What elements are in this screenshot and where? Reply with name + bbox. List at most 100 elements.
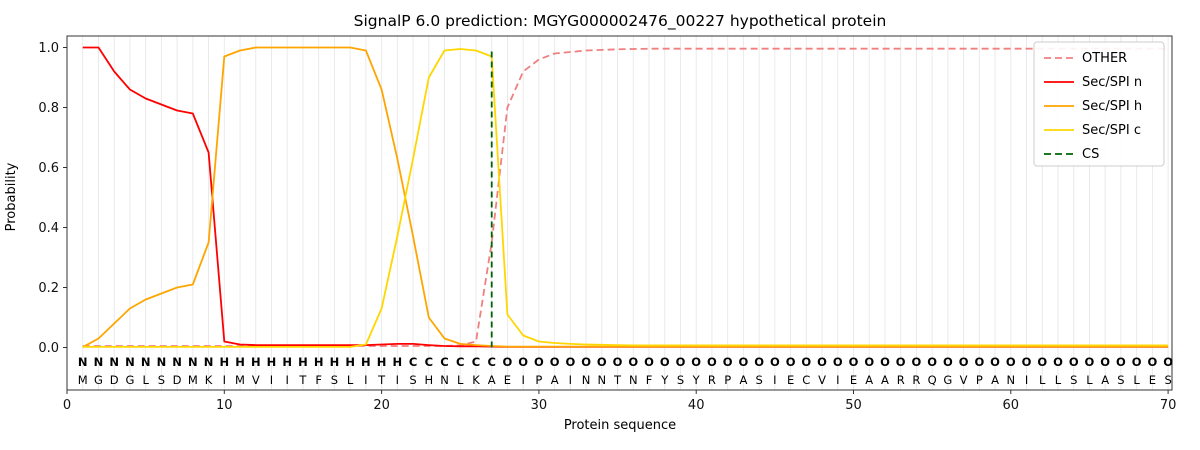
legend-label-cs: CS bbox=[1082, 147, 1099, 162]
region-letter: O bbox=[864, 355, 874, 369]
sequence-letter: I bbox=[521, 373, 524, 387]
region-letter: O bbox=[660, 355, 670, 369]
sequence-letter: I bbox=[223, 373, 226, 387]
series-line-sec-spi-c bbox=[82, 48, 1169, 348]
legend-label-sec-spi-n: Sec/SPI n bbox=[1082, 75, 1142, 90]
sequence-letter: Q bbox=[928, 373, 937, 387]
region-letter: H bbox=[345, 355, 355, 369]
region-letter: O bbox=[896, 355, 906, 369]
y-tick-label: 0.0 bbox=[38, 341, 59, 356]
region-letter: N bbox=[172, 355, 182, 369]
plot-border bbox=[66, 35, 1173, 391]
x-tick-label: 60 bbox=[1003, 398, 1020, 413]
sequence-letter: I bbox=[396, 373, 399, 387]
axis-ticks: 0 10 20 30 40 50 60 70 0.0 0.2 0.4 0.6 0.8 1.0 bbox=[38, 41, 1176, 413]
region-letter: C bbox=[440, 355, 448, 369]
gridlines bbox=[82, 36, 1169, 390]
region-letter: C bbox=[487, 355, 495, 369]
sequence-letter: G bbox=[943, 373, 952, 387]
plot-frame bbox=[66, 35, 1173, 391]
region-letter: O bbox=[849, 355, 859, 369]
region-letter: O bbox=[786, 355, 796, 369]
x-axis-label: Protein sequence bbox=[564, 418, 676, 433]
sequence-letter: S bbox=[677, 373, 684, 387]
region-letter: C bbox=[409, 355, 417, 369]
sequence-letter: I bbox=[1025, 373, 1028, 387]
y-tick-label: 0.4 bbox=[38, 221, 59, 236]
x-tick-label: 0 bbox=[63, 398, 71, 413]
sequence-letter: K bbox=[205, 373, 213, 387]
region-letter: O bbox=[1116, 355, 1126, 369]
region-letter: N bbox=[78, 355, 88, 369]
x-tick-label: 40 bbox=[688, 398, 705, 413]
region-letter: H bbox=[361, 355, 371, 369]
sequence-letter: V bbox=[818, 373, 826, 387]
region-letter: O bbox=[550, 355, 560, 369]
sequence-letter: I bbox=[286, 373, 289, 387]
sequence-letter: P bbox=[724, 373, 731, 387]
sequence-letter: L bbox=[1055, 373, 1062, 387]
region-letter: O bbox=[990, 355, 1000, 369]
region-letter: O bbox=[1085, 355, 1095, 369]
sequence-letter: L bbox=[1133, 373, 1140, 387]
region-letter: O bbox=[1006, 355, 1016, 369]
region-letter: O bbox=[1163, 355, 1173, 369]
region-letter: O bbox=[754, 355, 764, 369]
series-line-sec-spi-h bbox=[82, 46, 1169, 348]
region-letter: O bbox=[974, 355, 984, 369]
sequence-letter: I bbox=[773, 373, 776, 387]
sequence-letter: K bbox=[472, 373, 480, 387]
region-letter: O bbox=[1022, 355, 1032, 369]
sequence-letter: P bbox=[535, 373, 542, 387]
sequence-letter: A bbox=[1101, 373, 1109, 387]
region-letter: C bbox=[425, 355, 433, 369]
sequence-letter: M bbox=[235, 373, 245, 387]
y-tick-label: 1.0 bbox=[38, 41, 59, 56]
region-letter: O bbox=[1053, 355, 1063, 369]
chart-title: SignalP 6.0 prediction: MGYG000002476_00… bbox=[354, 12, 887, 31]
sequence-letter: T bbox=[377, 373, 386, 387]
sequence-letter: M bbox=[78, 373, 88, 387]
region-letter: O bbox=[738, 355, 748, 369]
sequence-letter: S bbox=[755, 373, 762, 387]
sequence-letter: H bbox=[424, 373, 433, 387]
probability-curves bbox=[82, 46, 1169, 348]
region-letter: O bbox=[880, 355, 890, 369]
sequence-letter: L bbox=[457, 373, 464, 387]
sequence-letter: M bbox=[188, 373, 198, 387]
legend: OTHER Sec/SPI n Sec/SPI h Sec/SPI c CS bbox=[1033, 41, 1165, 167]
sequence-letter: F bbox=[315, 373, 322, 387]
region-letter: C bbox=[472, 355, 480, 369]
sequence-letter: G bbox=[94, 373, 103, 387]
sequence-letters: NMNGNDNGNLNSNDNMNKHIHMHVHIHIHTHFHSHLHIHT… bbox=[78, 355, 1173, 387]
region-letter: N bbox=[125, 355, 135, 369]
sequence-letter: S bbox=[1164, 373, 1171, 387]
sequence-letter: A bbox=[991, 373, 999, 387]
region-letter: O bbox=[503, 355, 513, 369]
legend-label-sec-spi-h: Sec/SPI h bbox=[1082, 99, 1142, 114]
sequence-letter: L bbox=[347, 373, 354, 387]
sequence-letter: A bbox=[865, 373, 873, 387]
sequence-letter: N bbox=[440, 373, 449, 387]
sequence-letter: A bbox=[488, 373, 496, 387]
sequence-letter: C bbox=[802, 373, 810, 387]
x-tick-label: 50 bbox=[845, 398, 862, 413]
region-letter: O bbox=[1069, 355, 1079, 369]
sequence-letter: P bbox=[976, 373, 983, 387]
region-letter: N bbox=[188, 355, 198, 369]
sequence-letter: T bbox=[613, 373, 622, 387]
region-letter: O bbox=[1147, 355, 1157, 369]
region-letter: O bbox=[723, 355, 733, 369]
legend-label-sec-spi-c: Sec/SPI c bbox=[1082, 123, 1141, 138]
series-line-sec-spi-n bbox=[82, 46, 1169, 348]
sequence-letter: I bbox=[270, 373, 273, 387]
region-letter: O bbox=[581, 355, 591, 369]
sequence-letter: E bbox=[850, 373, 857, 387]
region-letter: O bbox=[628, 355, 638, 369]
legend-label-other: OTHER bbox=[1082, 51, 1127, 66]
sequence-letter: I bbox=[836, 373, 839, 387]
region-letter: C bbox=[456, 355, 464, 369]
region-letter: O bbox=[597, 355, 607, 369]
region-letter: O bbox=[959, 355, 969, 369]
